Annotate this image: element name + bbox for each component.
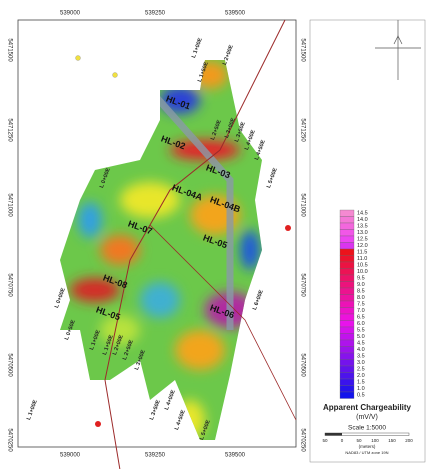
scale-tick: 50 <box>322 438 328 443</box>
legend-swatch <box>339 365 355 373</box>
road <box>104 19 286 469</box>
legend-swatch <box>339 339 355 347</box>
legend-label: 9.0 <box>357 282 365 288</box>
legend-swatch <box>339 281 355 289</box>
legend-swatch <box>339 300 355 308</box>
legend-label: 3.5 <box>357 354 365 360</box>
legend-label: 12.0 <box>357 243 368 249</box>
drill-hole <box>95 421 101 427</box>
axis-label: 5471500 <box>299 38 305 62</box>
legend-label: 5.5 <box>357 328 365 334</box>
axis-label: 539000 <box>60 453 81 459</box>
legend-title: Apparent Chargeability <box>323 403 412 412</box>
legend-swatch <box>339 261 355 269</box>
scale-bar <box>325 433 342 436</box>
legend-label: 11.5 <box>357 250 367 256</box>
legend-swatch <box>339 313 355 321</box>
scale-tick: 150 <box>388 438 396 443</box>
legend-label: 0.5 <box>357 393 365 399</box>
axis-label: 5470250 <box>6 428 12 452</box>
axis-label: 539500 <box>225 11 246 17</box>
legend-frame <box>309 19 426 463</box>
legend-swatch <box>339 320 355 328</box>
drill-hole <box>112 72 118 78</box>
scale-unit: (meters) <box>359 444 376 449</box>
legend-label: 14.5 <box>357 211 368 217</box>
legend-swatch <box>339 235 355 243</box>
legend-swatch <box>339 255 355 263</box>
legend-label: 2.0 <box>357 373 365 379</box>
legend-label: 8.5 <box>357 289 365 295</box>
legend-swatch <box>339 326 355 334</box>
legend-swatch <box>339 346 355 354</box>
axis-label: 5471000 <box>299 193 305 217</box>
legend-swatch <box>339 242 355 250</box>
legend-swatch <box>339 385 355 393</box>
axis-label: 5471250 <box>299 118 305 142</box>
axis-label: 5471500 <box>6 38 12 62</box>
axis-label: 5470750 <box>6 273 12 297</box>
legend-swatch <box>339 287 355 295</box>
legend-label: 7.5 <box>357 302 365 308</box>
legend-label: 11.0 <box>357 256 367 262</box>
legend-swatch <box>339 248 355 256</box>
legend-swatch <box>339 372 355 380</box>
axis-label: 5470500 <box>6 353 12 377</box>
legend-label: 2.5 <box>357 367 365 373</box>
drill-hole <box>75 55 81 61</box>
legend-label: 3.0 <box>357 360 365 366</box>
axis-label: 5470500 <box>299 353 305 377</box>
legend-swatch <box>339 274 355 282</box>
datum: NAD83 / UTM zone 19N <box>345 450 388 455</box>
legend-label: 4.0 <box>357 347 365 353</box>
legend-swatch <box>339 359 355 367</box>
legend-swatch <box>339 333 355 341</box>
legend-swatch <box>339 268 355 276</box>
scale-tick: 200 <box>405 438 413 443</box>
legend-label: 9.5 <box>357 276 365 282</box>
legend-label: 1.0 <box>357 386 365 392</box>
axis-label: 5471250 <box>6 118 12 142</box>
legend-label: 4.5 <box>357 341 365 347</box>
legend-unit: (mV/V) <box>356 414 378 421</box>
legend-swatch <box>339 294 355 302</box>
scale-title: Scale 1:5000 <box>348 425 386 432</box>
scale-tick: 100 <box>371 438 379 443</box>
legend-label: 6.0 <box>357 321 365 327</box>
legend-label: 1.5 <box>357 380 365 386</box>
legend-swatch <box>339 391 355 399</box>
legend-label: 10.5 <box>357 263 368 269</box>
axis-label: 5470250 <box>299 428 305 452</box>
legend-swatch <box>339 307 355 315</box>
legend-swatch <box>339 352 355 360</box>
legend-label: 13.0 <box>357 230 368 236</box>
drill-hole <box>285 225 291 231</box>
stream <box>149 224 297 421</box>
legend-swatch <box>339 216 355 224</box>
legend-label: 7.0 <box>357 308 365 314</box>
axis-label: 5471000 <box>6 193 12 217</box>
axis-label: 5470750 <box>299 273 305 297</box>
legend-swatch <box>339 222 355 230</box>
scale-tick: 0 <box>341 438 344 443</box>
axis-label: 539500 <box>225 453 246 459</box>
legend-swatch <box>339 229 355 237</box>
axis-label: 539250 <box>145 453 166 459</box>
legend-label: 12.5 <box>357 237 368 243</box>
legend-label: 6.5 <box>357 315 365 321</box>
legend-label: 10.0 <box>357 269 368 275</box>
axis-label: 539250 <box>145 11 166 17</box>
legend-swatch <box>339 209 355 217</box>
legend-label: 5.0 <box>357 334 365 340</box>
legend-swatch <box>339 378 355 386</box>
legend-label: 8.0 <box>357 295 365 301</box>
north-arrow <box>375 20 421 80</box>
legend-label: 14.0 <box>357 217 368 223</box>
axis-label: 539000 <box>60 11 81 17</box>
legend-label: 13.5 <box>357 224 368 230</box>
scale-tick: 50 <box>356 438 362 443</box>
